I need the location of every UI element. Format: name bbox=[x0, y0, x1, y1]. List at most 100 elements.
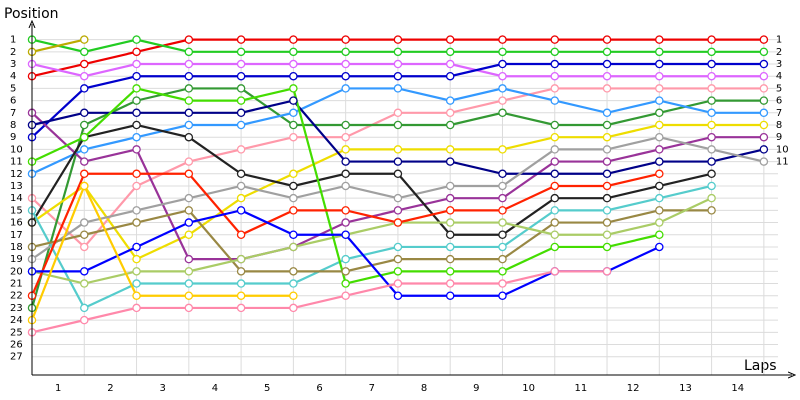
position-marker bbox=[445, 35, 455, 44]
position-marker bbox=[341, 206, 350, 215]
position-marker bbox=[655, 47, 664, 57]
position-marker bbox=[445, 279, 455, 288]
position-marker bbox=[445, 218, 455, 227]
position-marker bbox=[602, 267, 612, 276]
y-tick-label: 3 bbox=[10, 59, 16, 70]
position-marker bbox=[236, 35, 246, 44]
position-marker bbox=[498, 254, 507, 264]
x-tick-label: 4 bbox=[212, 383, 218, 394]
position-marker bbox=[707, 96, 716, 105]
y-tick-label: 14 bbox=[10, 193, 23, 204]
x-tick-label: 6 bbox=[316, 383, 322, 394]
y-tick-label: 21 bbox=[10, 279, 23, 290]
position-marker bbox=[393, 254, 403, 264]
position-marker bbox=[550, 96, 560, 105]
end-position-label: 4 bbox=[776, 71, 782, 82]
x-tick-label: 8 bbox=[421, 383, 427, 394]
y-tick-label: 11 bbox=[10, 157, 23, 168]
position-marker bbox=[132, 59, 141, 69]
position-marker bbox=[655, 59, 664, 69]
position-marker bbox=[445, 59, 455, 69]
position-marker bbox=[550, 145, 560, 154]
position-marker bbox=[707, 71, 716, 81]
y-tick-label: 10 bbox=[10, 144, 23, 155]
position-marker bbox=[132, 242, 141, 252]
position-marker bbox=[498, 145, 507, 154]
position-marker bbox=[707, 193, 716, 203]
position-marker bbox=[707, 35, 716, 44]
position-marker bbox=[655, 193, 664, 203]
position-marker bbox=[80, 59, 89, 69]
position-marker bbox=[445, 267, 455, 276]
position-marker bbox=[236, 206, 246, 215]
position-marker bbox=[707, 206, 716, 215]
position-marker bbox=[707, 108, 716, 118]
position-marker bbox=[289, 267, 298, 276]
position-marker bbox=[289, 35, 298, 44]
position-marker bbox=[655, 218, 664, 227]
position-marker bbox=[445, 206, 455, 215]
position-marker bbox=[132, 47, 141, 57]
position-marker bbox=[498, 169, 507, 179]
x-tick-label: 10 bbox=[522, 383, 535, 394]
y-tick-label: 16 bbox=[10, 218, 23, 229]
position-marker bbox=[602, 35, 612, 44]
position-marker bbox=[184, 291, 194, 300]
position-marker bbox=[236, 84, 246, 93]
position-marker bbox=[236, 230, 246, 240]
position-marker bbox=[80, 230, 89, 240]
x-tick-label: 12 bbox=[627, 383, 640, 394]
position-marker bbox=[236, 145, 246, 154]
x-tick-label: 1 bbox=[55, 383, 61, 394]
series-line bbox=[31, 197, 713, 285]
end-position-label: 3 bbox=[776, 59, 782, 70]
position-marker bbox=[80, 71, 89, 81]
position-marker bbox=[393, 120, 403, 130]
position-marker bbox=[289, 84, 298, 93]
position-marker bbox=[289, 181, 298, 191]
position-marker bbox=[184, 132, 194, 142]
position-marker bbox=[289, 59, 298, 69]
position-marker bbox=[655, 157, 664, 166]
position-marker bbox=[550, 157, 560, 166]
position-marker bbox=[341, 267, 350, 276]
series-line bbox=[31, 38, 85, 53]
position-marker bbox=[184, 303, 194, 313]
position-marker bbox=[393, 193, 403, 203]
series-lines bbox=[27, 35, 769, 337]
position-marker bbox=[655, 120, 664, 130]
position-marker bbox=[393, 108, 403, 118]
y-tick-label: 20 bbox=[10, 266, 23, 277]
position-marker bbox=[341, 132, 350, 142]
position-marker bbox=[132, 120, 141, 130]
position-marker bbox=[184, 254, 194, 264]
position-marker bbox=[132, 169, 141, 179]
position-marker bbox=[550, 242, 560, 252]
position-marker bbox=[341, 169, 350, 179]
position-marker bbox=[236, 193, 246, 203]
position-marker bbox=[393, 169, 403, 179]
position-marker bbox=[707, 169, 716, 179]
position-marker bbox=[341, 35, 350, 44]
position-marker bbox=[393, 71, 403, 81]
series-line bbox=[31, 123, 712, 236]
position-marker bbox=[132, 267, 141, 276]
end-position-label: 2 bbox=[776, 47, 782, 58]
end-position-label: 9 bbox=[776, 132, 782, 143]
position-marker bbox=[236, 181, 246, 191]
position-marker bbox=[184, 71, 194, 81]
position-marker bbox=[655, 230, 664, 240]
position-marker bbox=[80, 35, 89, 44]
position-marker bbox=[289, 242, 298, 252]
position-marker bbox=[184, 193, 194, 203]
x-tick-label: 9 bbox=[473, 383, 479, 394]
position-marker bbox=[393, 218, 403, 227]
position-marker bbox=[80, 108, 89, 118]
position-marker bbox=[393, 35, 403, 44]
position-marker bbox=[80, 145, 89, 154]
position-marker bbox=[602, 206, 612, 215]
position-marker bbox=[445, 242, 455, 252]
position-marker bbox=[550, 169, 560, 179]
position-marker bbox=[498, 84, 507, 93]
position-marker bbox=[498, 218, 507, 227]
